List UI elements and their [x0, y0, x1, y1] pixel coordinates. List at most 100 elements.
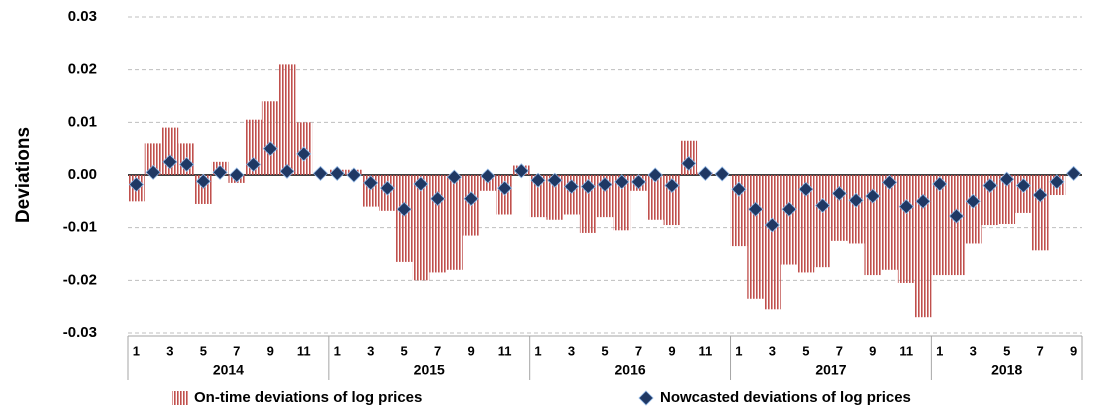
bar — [446, 175, 463, 270]
diamond-marker — [480, 168, 496, 184]
x-tick-label: 9 — [1070, 343, 1077, 358]
diamond-marker — [597, 176, 613, 193]
diamond-marker — [664, 177, 680, 194]
x-tick-label: 1 — [133, 343, 140, 358]
diamond-marker — [999, 171, 1015, 187]
x-tick-label: 7 — [434, 343, 441, 358]
diamond-marker — [547, 172, 563, 188]
diamond-marker — [212, 164, 228, 180]
diamond-marker — [815, 197, 831, 214]
diamond-marker — [1049, 174, 1065, 190]
diamond-marker — [731, 181, 747, 197]
diamond-marker — [413, 176, 429, 192]
bar — [546, 175, 564, 220]
x-tick-label: 9 — [869, 343, 876, 358]
bar — [278, 64, 296, 175]
diamond-marker — [497, 180, 513, 196]
bar — [395, 175, 413, 262]
x-tick-label: 9 — [267, 343, 274, 358]
diamond-marker — [1032, 187, 1048, 203]
bar — [529, 175, 547, 218]
bar — [897, 175, 915, 283]
diamond-marker — [245, 156, 262, 173]
diamond-marker — [145, 164, 161, 180]
bar — [613, 175, 631, 231]
x-tick-label: 11 — [899, 343, 913, 358]
diamond-marker — [630, 174, 647, 190]
bar — [646, 175, 664, 220]
diamond-marker — [329, 165, 345, 181]
diamond-marker — [681, 155, 697, 171]
bar — [261, 101, 279, 175]
bar — [881, 175, 898, 270]
group-label: 2017 — [815, 362, 846, 378]
diamond-marker — [262, 141, 278, 157]
diamond-marker — [513, 163, 529, 179]
bar — [412, 175, 430, 281]
x-tick-label: 5 — [802, 343, 809, 358]
diamond-marker — [530, 172, 546, 188]
x-tick-label: 5 — [601, 343, 608, 358]
x-tick-label: 7 — [635, 343, 642, 358]
bar — [780, 175, 798, 265]
diamond-marker — [296, 146, 312, 162]
x-tick-label: 11 — [699, 343, 713, 358]
diamond-marker — [748, 201, 764, 217]
legend-label: Nowcasted deviations of log prices — [660, 389, 911, 406]
diamond-marker — [363, 175, 379, 191]
diamond-marker — [279, 163, 295, 179]
y-tick-label: -0.03 — [63, 324, 97, 341]
diamond-marker — [379, 180, 395, 196]
bar — [931, 175, 949, 276]
diamond-marker — [195, 173, 211, 189]
group-label: 2014 — [213, 362, 244, 378]
x-tick-label: 3 — [166, 343, 173, 358]
diamond-marker — [430, 191, 446, 207]
bar — [948, 175, 965, 276]
bar — [814, 175, 831, 268]
diamond-marker — [162, 154, 178, 170]
diamond-marker — [697, 165, 713, 181]
x-tick-label: 1 — [735, 343, 742, 358]
diamond-marker — [312, 165, 329, 181]
diamond-marker — [881, 174, 898, 190]
group-label: 2015 — [414, 362, 445, 378]
bar — [797, 175, 815, 273]
group-label: 2018 — [991, 362, 1022, 378]
bar — [429, 175, 446, 273]
y-tick-label: 0.03 — [68, 8, 97, 25]
diamond-marker — [128, 176, 144, 193]
y-tick-label: 0.01 — [68, 113, 97, 130]
bar — [730, 175, 748, 247]
x-tick-label: 7 — [233, 343, 240, 358]
x-tick-label: 5 — [1003, 343, 1010, 358]
x-tick-label: 1 — [936, 343, 943, 358]
diamond-marker — [563, 179, 580, 195]
legend-swatch — [638, 390, 654, 406]
bar — [914, 175, 932, 318]
diamond-marker — [1066, 165, 1082, 181]
x-tick-label: 3 — [970, 343, 977, 358]
diamond-marker — [396, 201, 412, 217]
x-tick-label: 9 — [668, 343, 675, 358]
legend-label: On-time deviations of log prices — [194, 389, 422, 406]
bar — [847, 175, 865, 244]
diamond-marker — [764, 217, 780, 233]
diamond-marker — [647, 167, 663, 183]
diamond-marker — [848, 192, 864, 208]
x-tick-label: 3 — [568, 343, 575, 358]
diamond-marker — [1015, 177, 1031, 194]
diamond-marker — [965, 193, 981, 209]
diamond-marker — [179, 156, 195, 173]
bar — [747, 175, 764, 299]
x-tick-label: 7 — [836, 343, 843, 358]
bar — [144, 143, 162, 175]
x-tick-label: 7 — [1037, 343, 1044, 358]
bar — [1031, 175, 1049, 251]
bar — [998, 175, 1016, 224]
diamond-marker — [463, 191, 479, 207]
x-tick-label: 11 — [297, 343, 311, 358]
diamond-marker — [865, 188, 881, 204]
y-tick-label: 0.00 — [68, 166, 97, 183]
